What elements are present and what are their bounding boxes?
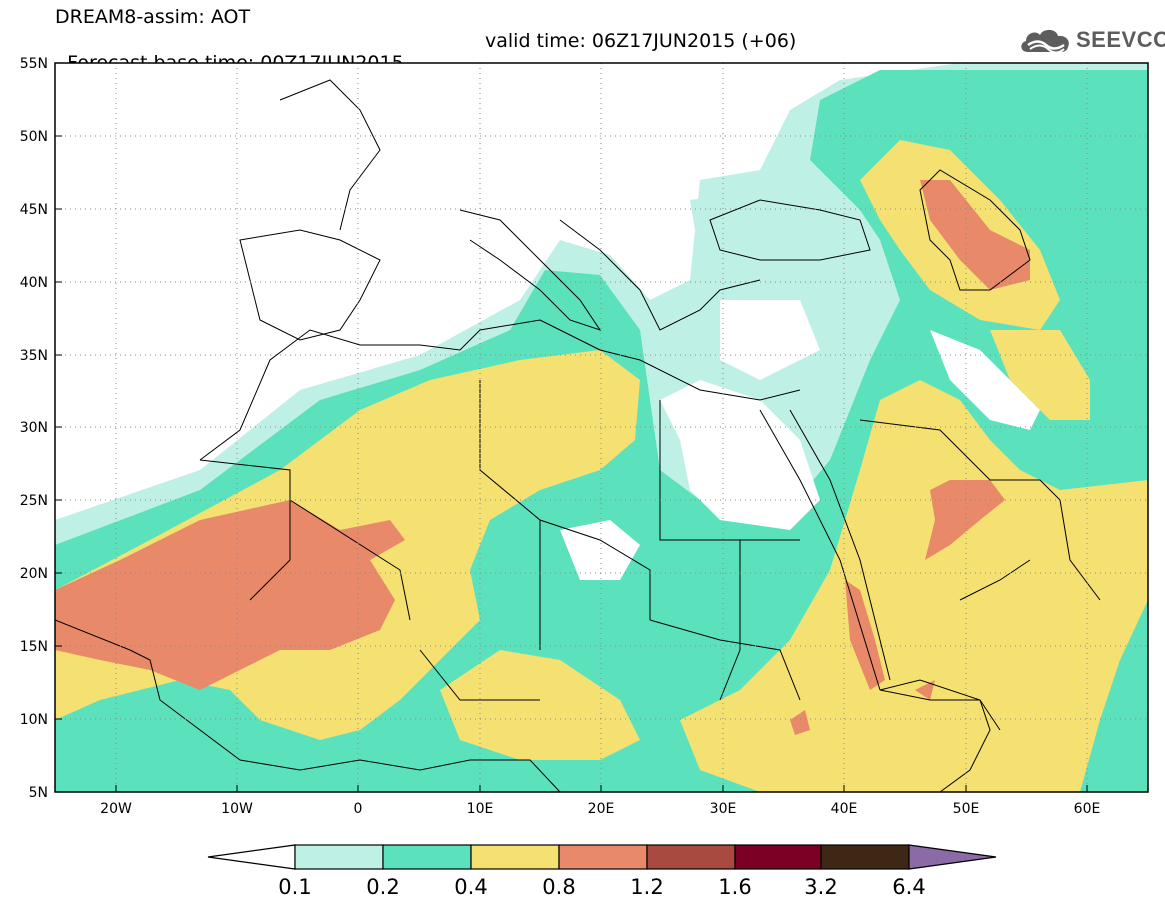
colorbar-segment xyxy=(382,844,472,870)
colorbar-segment xyxy=(294,844,384,870)
logo-text: SEEVCCC xyxy=(1076,27,1165,52)
lat-label: 20N xyxy=(20,566,48,582)
colorbar-segment xyxy=(558,844,648,870)
lat-label: 50N xyxy=(20,129,48,145)
lon-label: 60E xyxy=(1074,801,1101,817)
lat-label: 45N xyxy=(20,202,48,218)
colorbar-label: 3.2 xyxy=(804,875,837,899)
axis-ticks xyxy=(55,135,1088,792)
longitude-labels: 20W 10W 0 10E 20E 30E 40E 50E 60E xyxy=(100,801,1100,817)
colorbar-arrow-low xyxy=(207,844,296,870)
colorbar-segment xyxy=(470,844,560,870)
colorbar-segment xyxy=(646,844,736,870)
cloud-logo-icon xyxy=(1021,29,1069,54)
aot-contour-field xyxy=(55,63,1148,792)
aot-clear-regions xyxy=(55,63,1040,580)
colorbar-labels: 0.1 0.2 0.4 0.8 1.2 1.6 3.2 6.4 xyxy=(278,875,925,899)
lon-label: 10W xyxy=(221,801,253,817)
lat-label: 5N xyxy=(29,785,48,801)
lon-label: 30E xyxy=(710,801,737,817)
seevccc-logo: SEEVCCC xyxy=(1018,24,1165,56)
lat-label: 15N xyxy=(20,639,48,655)
map-grid xyxy=(55,63,1148,792)
colorbar xyxy=(207,844,997,870)
lon-label: 20E xyxy=(588,801,615,817)
lat-label: 55N xyxy=(20,56,48,72)
lon-label: 50E xyxy=(953,801,980,817)
colorbar-label: 1.6 xyxy=(718,875,751,899)
colorbar-label: 1.2 xyxy=(630,875,663,899)
lat-label: 10N xyxy=(20,712,48,728)
colorbar-label: 6.4 xyxy=(892,875,925,899)
latitude-labels: 55N 50N 45N 40N 35N 30N 25N 20N 15N 10N … xyxy=(20,56,48,801)
colorbar-label: 0.1 xyxy=(278,875,311,899)
colorbar-label: 0.4 xyxy=(454,875,487,899)
valid-time-label: valid time: 06Z17JUN2015 (+06) xyxy=(485,30,797,52)
lon-label: 0 xyxy=(354,801,363,817)
lat-label: 40N xyxy=(20,275,48,291)
colorbar-arrow-high xyxy=(908,844,997,870)
coastlines xyxy=(55,79,1101,792)
colorbar-label: 0.8 xyxy=(542,875,575,899)
lon-label: 20W xyxy=(100,801,132,817)
colorbar-segment xyxy=(820,844,910,870)
lon-label: 40E xyxy=(831,801,858,817)
lat-label: 35N xyxy=(20,348,48,364)
colorbar-label: 0.2 xyxy=(366,875,399,899)
lat-label: 30N xyxy=(20,420,48,436)
colorbar-segment xyxy=(734,844,822,870)
map-title: DREAM8-assim: AOT xyxy=(55,6,251,28)
lon-label: 10E xyxy=(467,801,494,817)
lat-label: 25N xyxy=(20,493,48,509)
